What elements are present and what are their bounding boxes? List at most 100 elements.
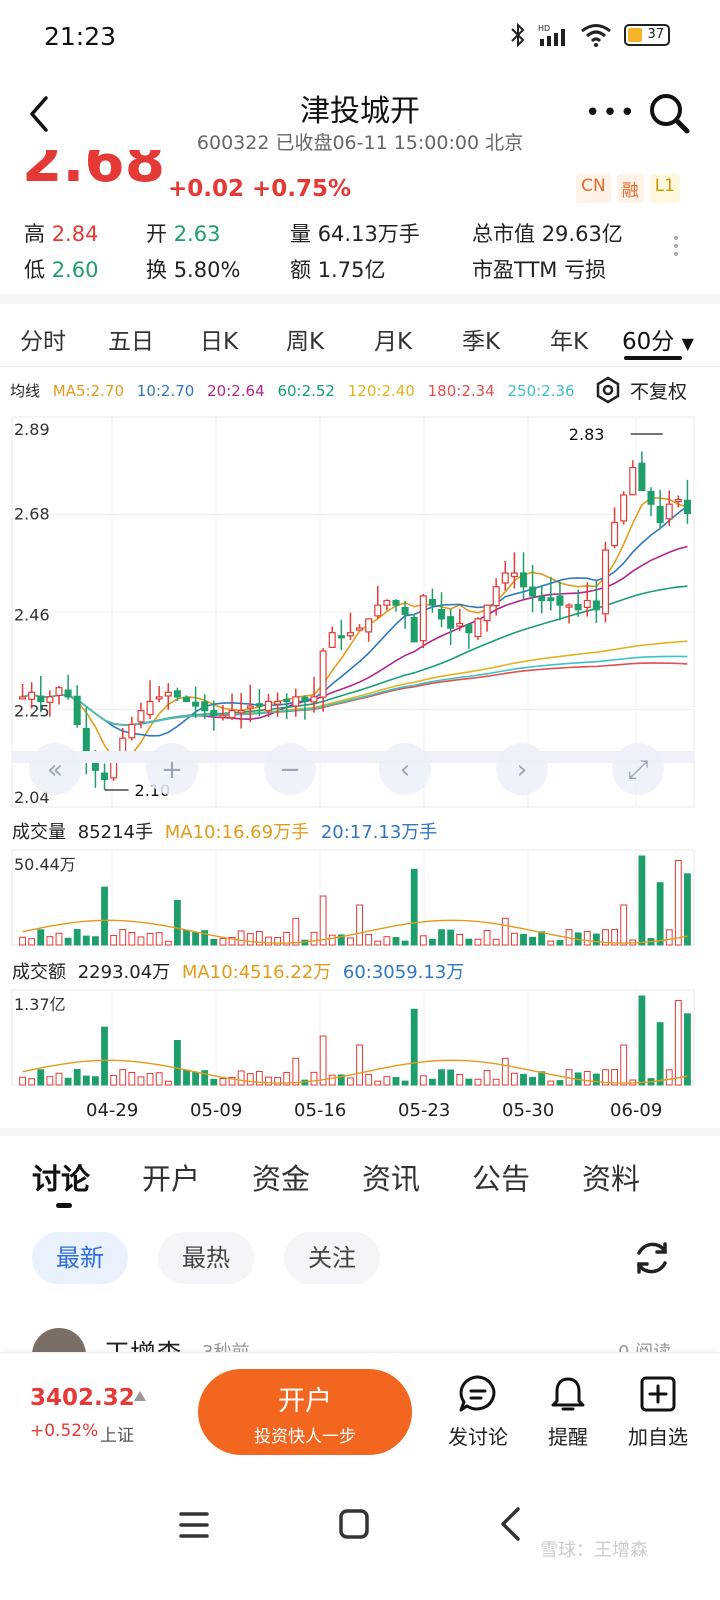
volume-bar	[237, 930, 245, 946]
volume-bar	[592, 933, 600, 946]
kline-chart[interactable]: 2.892.682.462.252.04 2.832.10 «+ − ‹ › ⤢ 50.…	[0, 405, 720, 1105]
refresh-icon[interactable]	[630, 1236, 674, 1280]
volume-bar	[374, 940, 382, 946]
volume-bar	[520, 933, 527, 946]
zoom-out-icon[interactable]: −	[279, 755, 301, 785]
amount-bar	[164, 1080, 172, 1086]
tab-weekly-k[interactable]: 周K	[286, 329, 325, 355]
tab-60min[interactable]: 60分 ▼	[622, 329, 694, 355]
volume-bar	[110, 934, 118, 946]
index-value[interactable]: 3402.32	[30, 1385, 135, 1411]
tab-news[interactable]: 资讯	[362, 1162, 421, 1196]
tab-five-day[interactable]: 五日	[108, 329, 154, 355]
tab-profile[interactable]: 资料	[582, 1162, 641, 1196]
stat-market-cap: 总市值 29.63亿	[472, 222, 623, 246]
stat-turnover: 换 5.80%	[146, 258, 241, 282]
avatar[interactable]	[32, 1328, 86, 1352]
candle-body	[201, 701, 209, 712]
zoom-fast-back-icon-bg	[29, 743, 81, 795]
ma-line	[22, 662, 688, 726]
zoom-in-icon[interactable]: +	[161, 755, 183, 785]
battery-icon: 37	[624, 24, 670, 46]
amount-bar	[492, 1078, 500, 1086]
amount-bar	[611, 1069, 618, 1086]
tab-daily-k[interactable]: 日K	[200, 329, 239, 355]
tab-monthly-k[interactable]: 月K	[374, 329, 413, 355]
back-nav-icon[interactable]	[498, 1506, 522, 1542]
amount-bar	[419, 1075, 427, 1086]
amount-bar	[255, 1070, 263, 1086]
volume-bar	[219, 938, 227, 946]
amount-bar	[483, 1069, 491, 1086]
candle-body	[301, 696, 309, 703]
adjust-toggle[interactable]: 不复权	[594, 376, 687, 404]
expand-stats-icon[interactable]	[674, 232, 680, 268]
candle-body	[101, 772, 109, 781]
amount-label: 成交额	[12, 962, 66, 983]
amount-bar	[510, 1072, 518, 1086]
tab-quarterly-k[interactable]: 季K	[462, 329, 501, 355]
volume-bar	[19, 936, 26, 946]
tab-announcements[interactable]: 公告	[472, 1162, 531, 1196]
ma-legend-item: 20:2.64	[207, 382, 265, 400]
candle-body	[401, 606, 409, 615]
volume-bar	[674, 859, 682, 946]
amount-legend: 成交额 2293.04万 MA10:4516.22万 60:3059.13万	[12, 958, 470, 984]
search-icon[interactable]	[646, 90, 692, 136]
header: 津投城开 600322 已收盘06-11 15:00:00 北京 •••	[0, 80, 720, 160]
ma-legend-item: MA5:2.70	[52, 382, 124, 400]
candle-body	[337, 635, 345, 639]
candle-body	[501, 572, 509, 584]
amount-bar	[28, 1078, 36, 1086]
candle-body	[146, 700, 154, 716]
candle-body	[638, 462, 646, 492]
scroll-left-icon[interactable]: ‹	[400, 755, 410, 785]
tab-yearly-k[interactable]: 年K	[550, 329, 589, 355]
more-menu-button[interactable]: •••	[585, 98, 638, 128]
candle-body	[611, 521, 619, 547]
candle-body	[583, 599, 591, 609]
filter-hot[interactable]: 最热	[158, 1232, 254, 1284]
amount-bar	[237, 1070, 245, 1086]
candle-body	[19, 696, 27, 700]
fullscreen-icon[interactable]: ⤢	[628, 755, 649, 785]
scroll-right-icon[interactable]: ›	[517, 755, 527, 785]
post-author[interactable]: 王增森	[104, 1334, 182, 1352]
filter-latest[interactable]: 最新	[32, 1232, 128, 1284]
candle-body	[274, 700, 282, 705]
amount-bar	[37, 1069, 45, 1086]
post-time: 3秒前	[202, 1338, 249, 1352]
post-preview[interactable]: 王增森 3秒前 0 阅读	[0, 1320, 720, 1352]
tab-funds[interactable]: 资金	[252, 1162, 311, 1196]
volume-bar	[429, 938, 436, 946]
back-icon[interactable]	[20, 90, 60, 138]
tab-discussion[interactable]: 讨论	[32, 1162, 91, 1196]
tab-open-account[interactable]: 开户	[142, 1162, 201, 1196]
add-watchlist-button[interactable]: 加自选	[618, 1373, 698, 1450]
tab-intraday[interactable]: 分时	[20, 329, 66, 355]
volume-ma10-line	[22, 919, 688, 944]
recent-apps-icon[interactable]	[178, 1510, 210, 1540]
remind-button[interactable]: 提醒	[528, 1373, 608, 1450]
svg-text:HD: HD	[538, 24, 550, 33]
volume-bar	[255, 930, 263, 946]
zoom-fast-back-icon[interactable]: «	[47, 755, 63, 785]
stat-volume: 量 64.13万手	[290, 222, 420, 246]
candle-body	[529, 586, 537, 597]
volume-bar	[365, 933, 373, 946]
volume-bar	[529, 936, 537, 946]
open-account-button[interactable]: 开户 投资快人一步	[198, 1369, 412, 1455]
amount-value: 2293.04万	[77, 962, 171, 983]
amount-bar	[92, 1076, 99, 1086]
amount-bar	[365, 1073, 373, 1086]
volume-bar	[292, 917, 300, 946]
filter-following[interactable]: 关注	[284, 1232, 380, 1284]
candle-body	[237, 710, 245, 714]
volume-bar	[410, 868, 418, 946]
candle-body	[219, 714, 227, 718]
volume-bar	[501, 917, 509, 946]
amount-bar	[547, 1080, 555, 1086]
settings-hex-icon	[596, 376, 620, 404]
home-icon[interactable]	[338, 1508, 370, 1540]
post-discussion-button[interactable]: 发讨论	[438, 1373, 518, 1450]
